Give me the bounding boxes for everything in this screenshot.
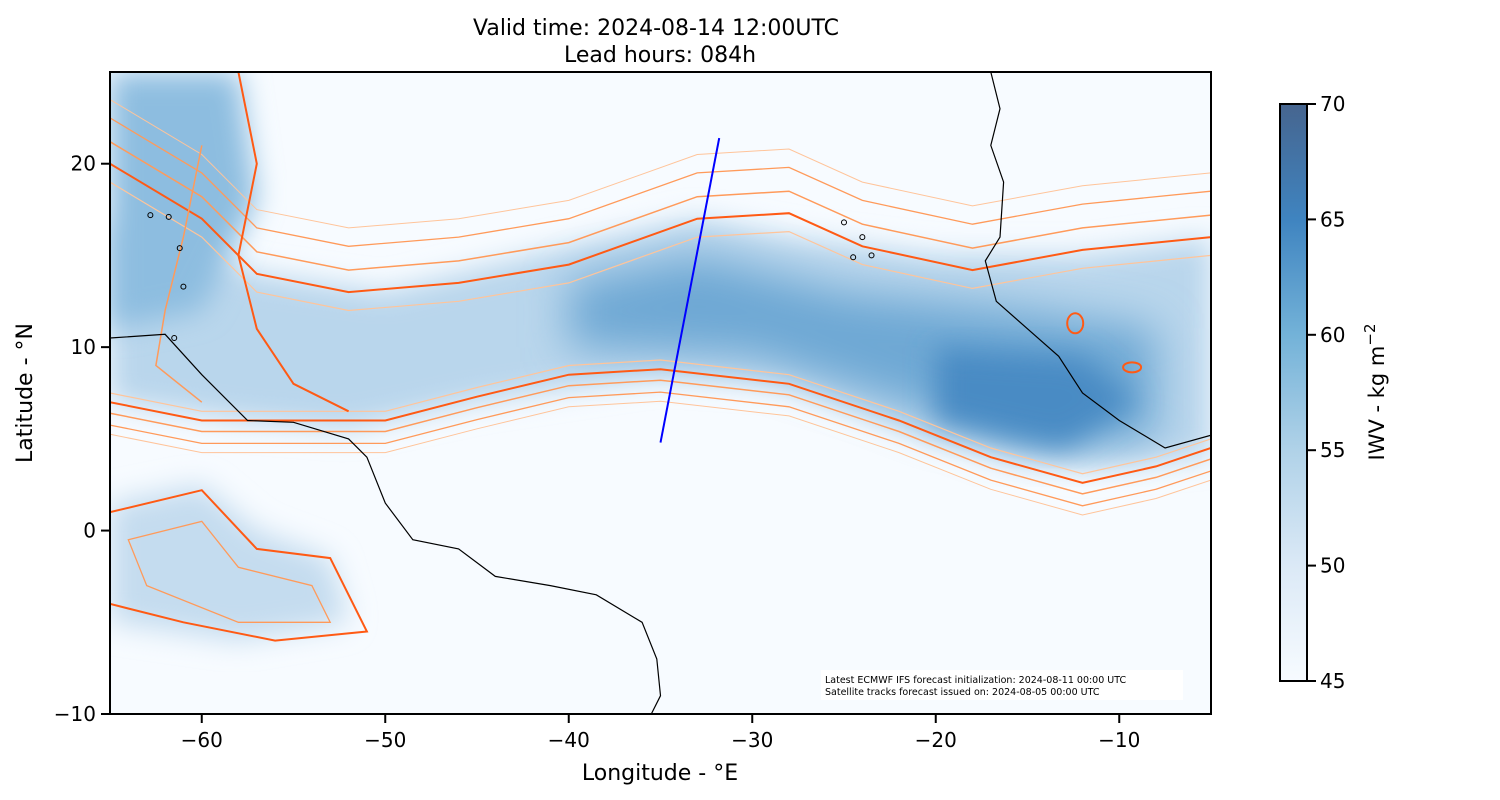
title-line-1: Valid time: 2024-08-14 12:00UTC bbox=[473, 16, 839, 41]
x-tick-label: −20 bbox=[915, 728, 957, 752]
island bbox=[859, 234, 866, 241]
iwv-contour bbox=[110, 391, 1211, 507]
iwv-contour bbox=[1122, 361, 1143, 374]
y-tick-label: −10 bbox=[54, 702, 96, 726]
iwv-contour bbox=[155, 145, 203, 403]
satellite-track-line bbox=[659, 137, 721, 443]
coastlines bbox=[110, 72, 1211, 714]
y-tick-label: 10 bbox=[71, 335, 96, 359]
iwv-contour bbox=[110, 400, 1211, 516]
iwv-contour bbox=[110, 99, 1211, 229]
iwv-contour bbox=[110, 368, 1211, 484]
annotation-line-2: Satellite tracks forecast issued on: 202… bbox=[825, 687, 1100, 698]
colorbar bbox=[1279, 103, 1308, 682]
moisture-north-west bbox=[110, 72, 257, 329]
y-tick-label: 0 bbox=[83, 519, 96, 543]
south-america-coastline bbox=[110, 333, 662, 714]
colorbar-label: IWV - kg m−2 bbox=[1361, 324, 1389, 461]
iwv-contour bbox=[237, 72, 350, 413]
plot-frame bbox=[109, 71, 1212, 715]
island bbox=[165, 213, 172, 220]
title-line-2: Lead hours: 084h bbox=[564, 43, 756, 68]
y-axis-label: Latitude - °N bbox=[13, 323, 38, 463]
colorbar-label-exponent: −2 bbox=[1361, 324, 1379, 346]
iwv-contour bbox=[110, 379, 1211, 495]
island bbox=[841, 219, 847, 226]
x-tick-label: −10 bbox=[1098, 728, 1140, 752]
iwv-contour bbox=[127, 520, 332, 623]
colorbar-tick-label: 70 bbox=[1320, 92, 1345, 116]
iwv-contour bbox=[110, 359, 1211, 475]
iwv-contour bbox=[110, 117, 1211, 247]
moisture-south-west bbox=[110, 484, 349, 641]
iwv-contour bbox=[110, 489, 369, 642]
iwv-contour bbox=[1066, 312, 1085, 335]
x-axis-label: Longitude - °E bbox=[582, 761, 738, 786]
iwv-contour bbox=[110, 162, 1211, 294]
colorbar-tick-label: 45 bbox=[1320, 669, 1345, 693]
island bbox=[850, 254, 857, 261]
x-tick-label: −50 bbox=[364, 728, 406, 752]
island bbox=[176, 245, 183, 252]
annotation-line-1: Latest ECMWF IFS forecast initialization… bbox=[825, 675, 1126, 686]
colorbar-ticks: 45 50 55 60 65 70 bbox=[1307, 92, 1345, 693]
y-tick-label: 20 bbox=[71, 152, 96, 176]
moisture-max bbox=[935, 347, 1138, 448]
island bbox=[171, 334, 178, 341]
island bbox=[147, 212, 154, 219]
colorbar-tick-label: 55 bbox=[1320, 438, 1345, 462]
iwv-contours bbox=[110, 72, 1211, 642]
island bbox=[180, 283, 187, 290]
x-tick-label: −30 bbox=[731, 728, 773, 752]
colorbar-tick-label: 65 bbox=[1320, 207, 1345, 231]
x-tick-label: −40 bbox=[548, 728, 590, 752]
y-axis-ticks: −10 0 10 20 bbox=[54, 152, 110, 726]
africa-coastline bbox=[984, 72, 1211, 449]
iwv-contour bbox=[110, 181, 1211, 312]
iwv-contour bbox=[110, 141, 1211, 271]
colorbar-tick-label: 50 bbox=[1320, 554, 1345, 578]
colorbar-label-text: IWV - kg m bbox=[1365, 346, 1389, 461]
x-tick-label: −60 bbox=[181, 728, 223, 752]
annotation-box bbox=[821, 670, 1183, 700]
island bbox=[868, 252, 875, 259]
colorbar-tick-label: 60 bbox=[1320, 323, 1345, 347]
x-axis-ticks: −60 −50 −40 −30 −20 −10 bbox=[181, 714, 1140, 752]
